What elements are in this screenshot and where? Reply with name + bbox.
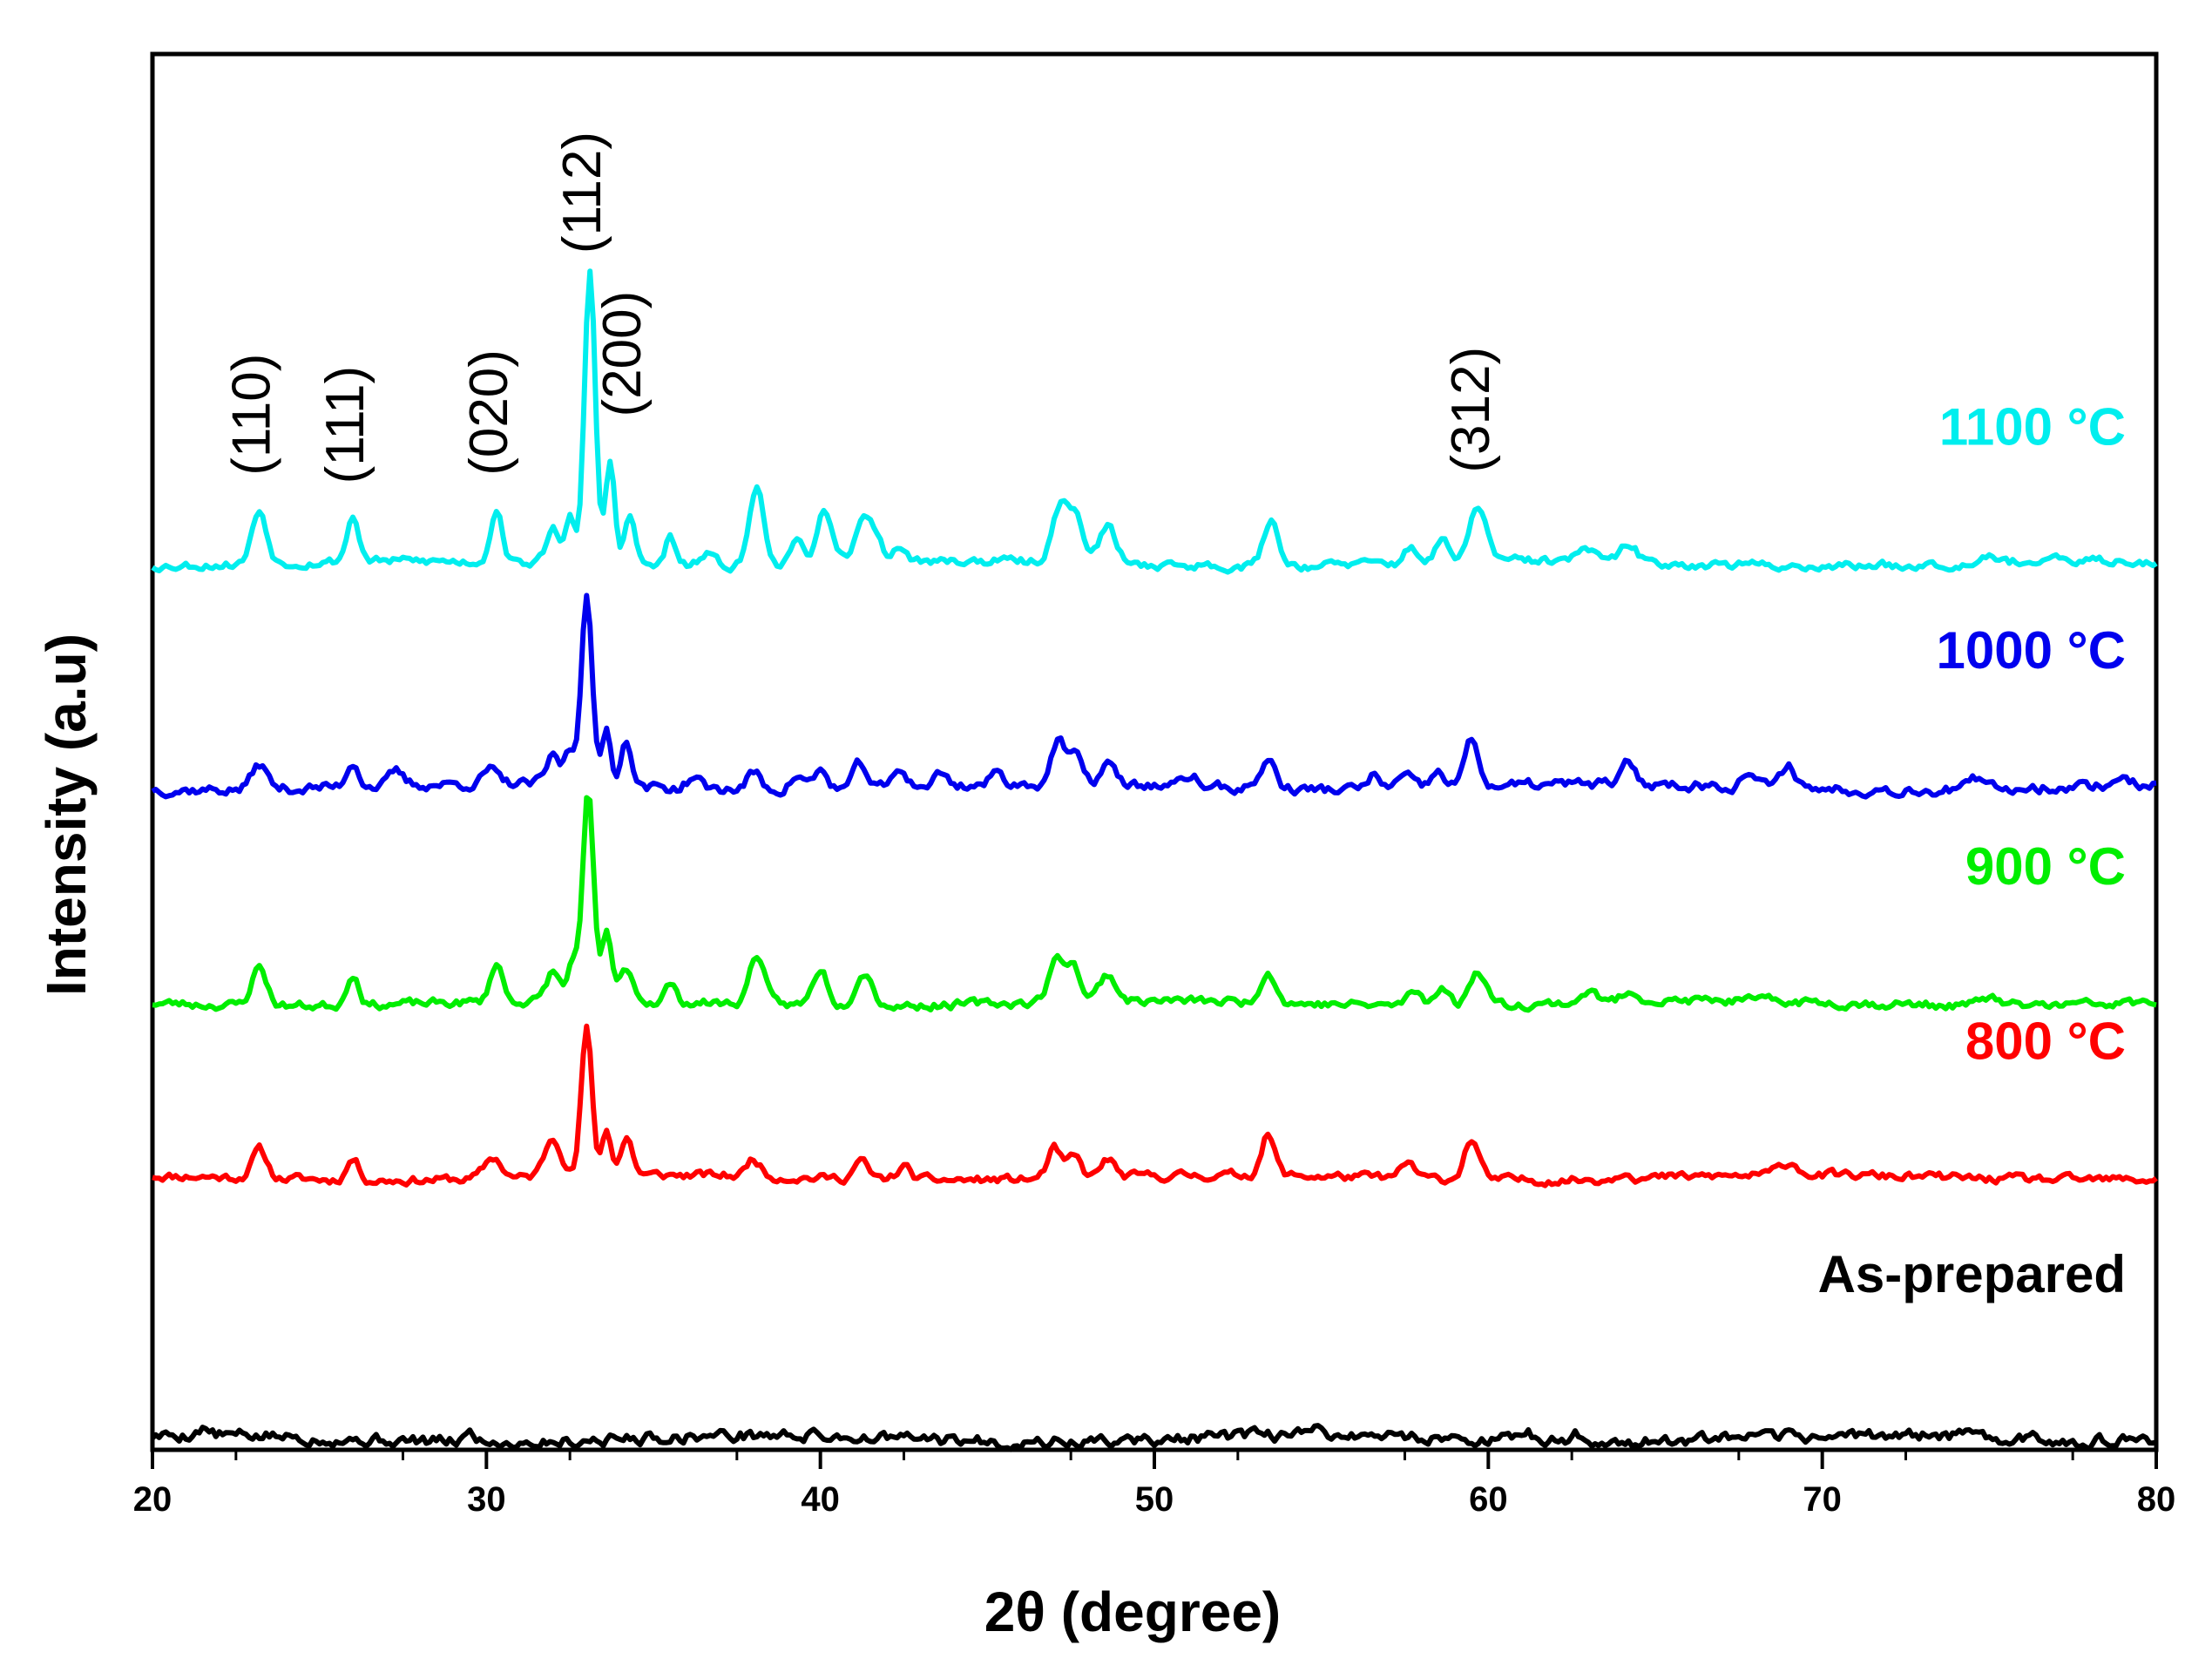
series-line-3: [151, 592, 2157, 800]
x-axis-title: 2θ (degree): [984, 1581, 1281, 1643]
series-label-3: 1000 °C: [1937, 621, 2126, 680]
peak-annotation: (200): [592, 291, 653, 417]
series-labels: As-prepared 800 °C 900 °C 1000 °C 1100 °C: [1818, 398, 2126, 1303]
series-label-1: 800 °C: [1965, 1012, 2126, 1070]
x-axis-ticks: 20 30 40 50 60 70 80: [133, 1450, 2176, 1519]
series-line-2: [152, 795, 2157, 1013]
peak-annotation: (112): [552, 132, 612, 254]
x-tick-label: 20: [133, 1480, 172, 1519]
x-tick-label: 50: [1135, 1480, 1174, 1519]
series-layer: [150, 268, 2158, 1452]
series-line-4: [151, 268, 2158, 575]
peak-annotation: (111): [315, 366, 375, 484]
series-label-2: 900 °C: [1965, 837, 2126, 896]
peak-annotation: (020): [459, 349, 519, 476]
plot-frame: [150, 51, 2159, 1452]
series-line-1: [152, 1023, 2158, 1188]
x-tick-label: 30: [467, 1480, 506, 1519]
x-tick-label: 80: [2137, 1480, 2176, 1519]
peak-annotations: (110) (111) (020) (112) (200) (312): [222, 132, 1501, 484]
peak-annotation: (312): [1441, 347, 1501, 473]
series-label-0: As-prepared: [1818, 1245, 2126, 1303]
x-tick-label: 70: [1803, 1480, 1842, 1519]
x-tick-label: 60: [1469, 1480, 1508, 1519]
peak-annotation: (110): [222, 354, 282, 476]
series-line-0: [150, 1423, 2157, 1452]
y-axis-title: Intensity (a.u): [35, 633, 98, 996]
x-tick-label: 40: [801, 1480, 840, 1519]
series-label-4: 1100 °C: [1939, 398, 2126, 457]
